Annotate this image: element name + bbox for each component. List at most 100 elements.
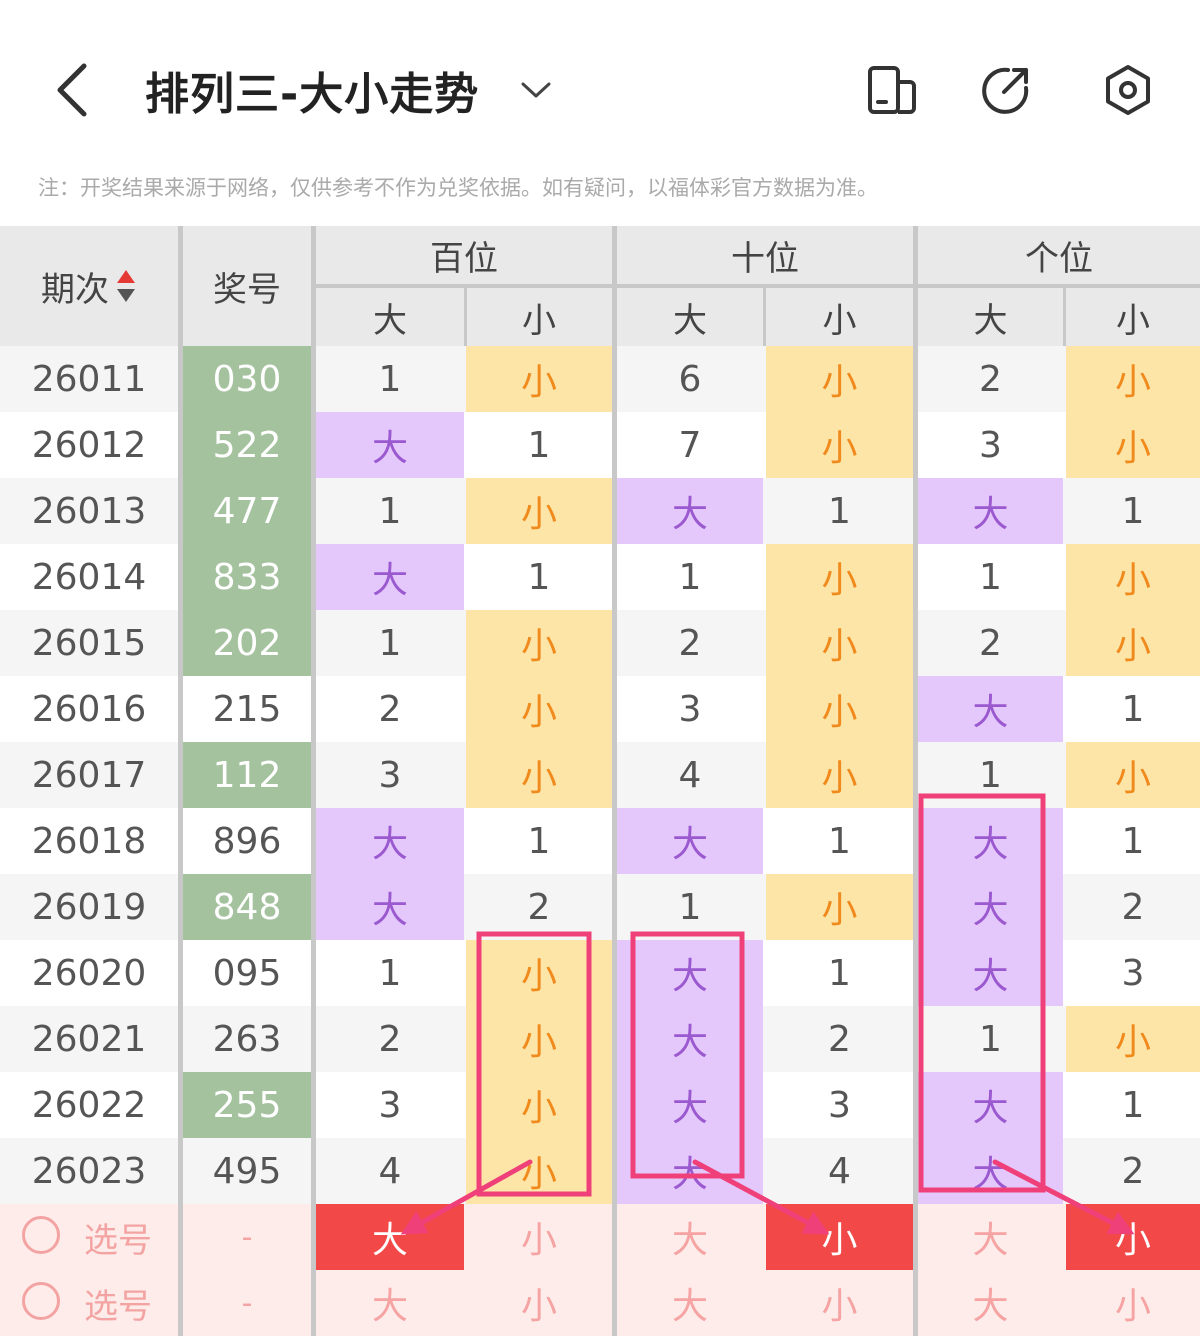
miss-count-cell: 1 <box>527 556 551 598</box>
select-number-placeholder: - <box>241 1285 253 1321</box>
miss-count-cell: 1 <box>378 358 402 400</box>
miss-count-cell: 1 <box>979 1018 1002 1060</box>
miss-count-cell: 2 <box>828 1018 851 1060</box>
select-big-button[interactable]: 大 <box>972 1220 1009 1261</box>
select-big-button[interactable]: 大 <box>671 1286 708 1327</box>
miss-count-cell: 1 <box>1121 1084 1145 1126</box>
miss-count-cell: 6 <box>678 358 702 400</box>
table-row: 26011 030 1 小 6 小 2 小 <box>0 346 1200 412</box>
group-label: 百位 <box>430 238 498 279</box>
trend-hit-cell: 小 <box>466 478 612 544</box>
select-big-button[interactable]: 大 <box>371 1286 408 1327</box>
select-small-button[interactable]: 小 <box>821 1286 858 1327</box>
trend-hit-cell: 大 <box>918 1138 1063 1204</box>
sub-label: 大 <box>673 300 707 341</box>
trend-hit-cell: 大 <box>918 808 1063 874</box>
trend-hit-cell: 小 <box>466 1006 612 1072</box>
number-cell: 833 <box>183 544 311 610</box>
sub-header-big: 大 <box>918 288 1063 346</box>
group-label: 十位 <box>731 238 799 279</box>
sub-header-small: 小 <box>1066 288 1200 346</box>
miss-count-cell: 3 <box>678 688 702 730</box>
miss-count-cell: 3 <box>378 1084 402 1126</box>
miss-count-cell: 1 <box>527 424 551 466</box>
sub-label: 小 <box>822 300 857 341</box>
back-icon[interactable] <box>48 62 98 118</box>
select-small-button[interactable]: 小 <box>1066 1204 1200 1270</box>
trend-hit-cell: 小 <box>466 346 612 412</box>
sub-label: 小 <box>522 300 556 341</box>
select-big-button[interactable]: 大 <box>316 1204 464 1270</box>
miss-count-cell: 3 <box>979 424 1002 466</box>
group-label: 个位 <box>1025 238 1093 279</box>
number-cell: 263 <box>212 1018 282 1060</box>
miss-count-cell: 1 <box>828 952 851 994</box>
select-small-button[interactable]: 小 <box>520 1286 557 1327</box>
sort-icon <box>117 270 135 302</box>
selection-row: 选号 - 大 小 大 小 大 小 <box>0 1270 1200 1336</box>
select-small-button[interactable]: 小 <box>1114 1286 1151 1327</box>
issue-cell: 26015 <box>31 622 147 664</box>
trend-hit-cell: 小 <box>766 610 913 676</box>
sub-header-small: 小 <box>766 288 913 346</box>
trend-hit-cell: 大 <box>918 676 1063 742</box>
select-small-button[interactable]: 小 <box>520 1220 557 1261</box>
table-row: 26012 522 大 1 7 小 3 小 <box>0 412 1200 478</box>
trend-hit-cell: 小 <box>766 412 913 478</box>
select-number-placeholder: - <box>241 1219 253 1255</box>
miss-count-cell: 3 <box>1121 952 1145 994</box>
trend-hit-cell: 小 <box>1066 346 1200 412</box>
number-cell: 202 <box>183 610 311 676</box>
issue-column-header[interactable]: 期次 <box>0 226 178 346</box>
miss-count-cell: 1 <box>828 490 851 532</box>
trend-hit-cell: 小 <box>766 874 913 940</box>
column-divider <box>178 226 183 1336</box>
miss-count-cell: 1 <box>378 622 402 664</box>
trend-hit-cell: 大 <box>918 940 1063 1006</box>
select-radio[interactable] <box>22 1216 60 1254</box>
miss-count-cell: 2 <box>979 622 1002 664</box>
table-row: 26015 202 1 小 2 小 2 小 <box>0 610 1200 676</box>
miss-count-cell: 1 <box>378 490 402 532</box>
select-radio[interactable] <box>22 1282 60 1320</box>
miss-count-cell: 7 <box>678 424 702 466</box>
issue-cell: 26013 <box>31 490 147 532</box>
number-cell: 112 <box>183 742 311 808</box>
trend-hit-cell: 小 <box>466 1072 612 1138</box>
select-small-button[interactable]: 小 <box>766 1204 913 1270</box>
trend-hit-cell: 大 <box>316 874 464 940</box>
column-divider <box>612 226 617 1336</box>
trend-hit-cell: 大 <box>316 544 464 610</box>
group-header-hundreds: 百位 <box>316 226 612 284</box>
number-cell: 522 <box>183 412 311 478</box>
miss-count-cell: 2 <box>378 688 402 730</box>
issue-cell: 26012 <box>31 424 147 466</box>
page-title: 排列三-大小走势 <box>145 69 480 120</box>
trend-hit-cell: 小 <box>466 610 612 676</box>
share-icon[interactable] <box>978 62 1034 118</box>
table-row: 26016 215 2 小 3 小大 1 <box>0 676 1200 742</box>
miss-count-cell: 4 <box>678 754 702 796</box>
select-label: 选号 <box>84 1286 152 1327</box>
miss-count-cell: 1 <box>828 820 851 862</box>
number-cell: 215 <box>212 688 282 730</box>
settings-icon[interactable] <box>1100 62 1156 118</box>
issue-cell: 26019 <box>31 886 147 928</box>
device-switch-icon[interactable] <box>864 62 920 118</box>
select-big-button[interactable]: 大 <box>972 1286 1009 1327</box>
title-dropdown[interactable]: 排列三-大小走势 <box>145 58 553 122</box>
trend-hit-cell: 小 <box>1066 1006 1200 1072</box>
trend-hit-cell: 大 <box>316 412 464 478</box>
miss-count-cell: 1 <box>979 754 1002 796</box>
select-big-button[interactable]: 大 <box>671 1220 708 1261</box>
trend-hit-cell: 大 <box>617 1138 763 1204</box>
miss-count-cell: 2 <box>1121 1150 1145 1192</box>
miss-count-cell: 2 <box>527 886 551 928</box>
issue-cell: 26018 <box>31 820 147 862</box>
sub-label: 大 <box>373 300 407 341</box>
header-divider <box>316 284 1200 288</box>
miss-count-cell: 2 <box>979 358 1002 400</box>
sub-label: 小 <box>1116 300 1150 341</box>
miss-count-cell: 2 <box>1121 886 1145 928</box>
trend-hit-cell: 小 <box>766 676 913 742</box>
